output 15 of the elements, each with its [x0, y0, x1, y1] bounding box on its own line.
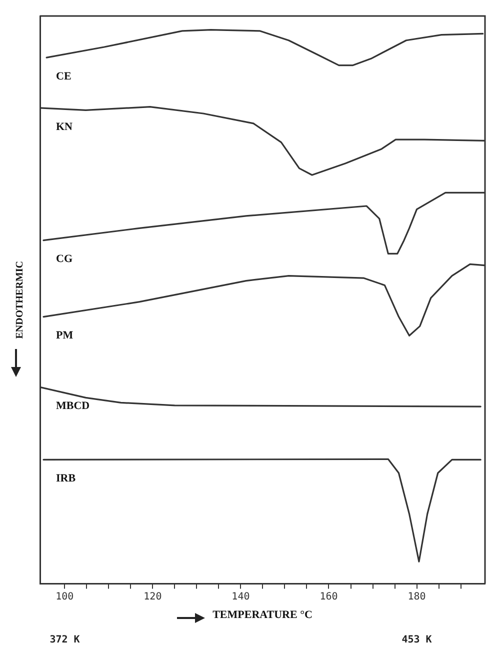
x2-tick-label: 372 K — [50, 634, 80, 646]
x2-tick-label: 453 K — [402, 634, 432, 646]
x-axis-title: TEMPERATURE °C — [212, 609, 312, 622]
x-tick-label: 160 — [320, 591, 338, 602]
series-label: KN — [56, 120, 73, 133]
x-tick-label: 100 — [56, 591, 74, 602]
y-axis-title: ENDOTHERMIC — [14, 261, 26, 339]
series-label: IRB — [56, 472, 76, 485]
x-tick-label: 180 — [408, 591, 426, 602]
series-label: CG — [56, 253, 73, 266]
x-tick-label: 120 — [144, 591, 162, 602]
series-label: MBCD — [56, 400, 90, 412]
x-tick-label: 140 — [232, 591, 250, 602]
series-label: PM — [56, 330, 74, 342]
series-label: CE — [56, 70, 72, 82]
